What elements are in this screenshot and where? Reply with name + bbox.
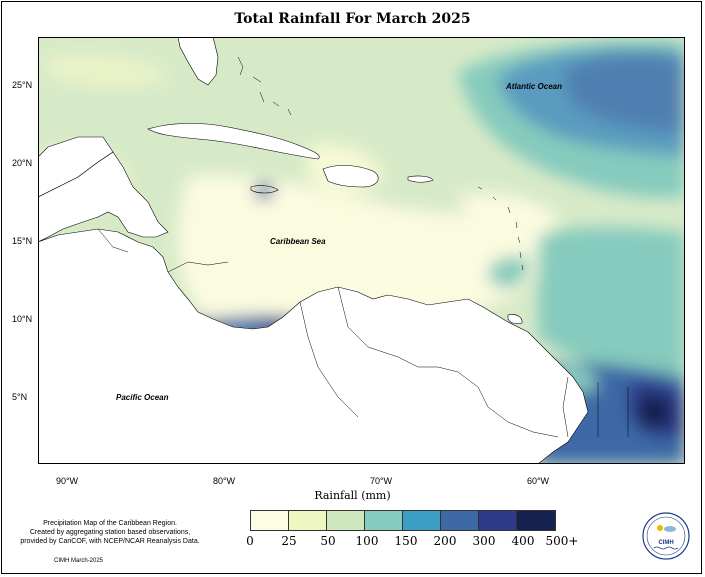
- legend-swatch: [289, 511, 327, 530]
- lat-tick-20: 20°N: [12, 158, 33, 168]
- lat-tick-10: 10°N: [12, 314, 33, 324]
- puerto-rico-land: [407, 175, 434, 183]
- credit-line: Precipitation Map of the Caribbean Regio…: [43, 520, 177, 527]
- florida-land: [177, 37, 219, 86]
- country-borders: [97, 228, 629, 438]
- legend-colorbar: [250, 510, 556, 531]
- legend-break-label: 150: [394, 534, 418, 548]
- legend-swatch: [251, 511, 289, 530]
- logo-text: CIMH: [658, 540, 673, 546]
- jamaica-land: [250, 185, 279, 194]
- lat-tick-5: 5°N: [12, 392, 28, 402]
- legend-break-label: 500+: [545, 534, 579, 548]
- legend-break-label: 100: [355, 534, 379, 548]
- map-border: [38, 37, 685, 464]
- lon-tick-60: 60°W: [526, 476, 550, 486]
- cloud-icon: [664, 526, 676, 532]
- legend-break-label: 300: [472, 534, 496, 548]
- credit-line: provided by CariCOF, with NCEP/NCAR Rean…: [20, 538, 200, 545]
- lat-tick-25: 25°N: [12, 80, 33, 90]
- lon-tick-70: 70°W: [369, 476, 393, 486]
- cuba-land: [147, 123, 320, 160]
- legend-swatch: [403, 511, 441, 530]
- yucatan-land: [38, 136, 114, 198]
- atlantic-ocean-label: Atlantic Ocean: [505, 82, 562, 91]
- legend-title: Rainfall (mm): [314, 489, 391, 502]
- legend-break-label: 0: [246, 534, 254, 548]
- legend-swatch: [365, 511, 403, 530]
- pacific-ocean-label: Pacific Ocean: [116, 393, 169, 402]
- landmasses: [38, 37, 589, 464]
- sun-icon: [657, 525, 663, 531]
- trinidad-land: [507, 314, 523, 325]
- credit-date: CIMH March-2025: [54, 558, 104, 564]
- hispaniola-land: [322, 165, 379, 188]
- map-title: Total Rainfall For March 2025: [234, 11, 471, 27]
- legend-break-label: 400: [511, 534, 535, 548]
- legend-break-label: 25: [281, 534, 297, 548]
- legend-swatch: [327, 511, 365, 530]
- caribbean-sea-label: Caribbean Sea: [270, 237, 326, 246]
- credit-text: Precipitation Map of the Caribbean Regio…: [20, 519, 200, 546]
- legend-swatch: [479, 511, 517, 530]
- legend-break-label: 50: [320, 534, 336, 548]
- legend-break-label: 200: [433, 534, 457, 548]
- lon-tick-80: 80°W: [212, 476, 236, 486]
- credit-line: Created by aggregating station based obs…: [29, 529, 191, 536]
- lat-tick-15: 15°N: [12, 236, 33, 246]
- rainfall-map: Atlantic Ocean Caribbean Sea Pacific Oce…: [38, 37, 685, 464]
- lon-tick-90: 90°W: [55, 476, 79, 486]
- wave-icon: [653, 546, 679, 550]
- small-islands: [237, 56, 524, 271]
- legend-swatch: [441, 511, 479, 530]
- legend-swatch: [517, 511, 555, 530]
- cimh-logo: CIMH: [642, 512, 690, 560]
